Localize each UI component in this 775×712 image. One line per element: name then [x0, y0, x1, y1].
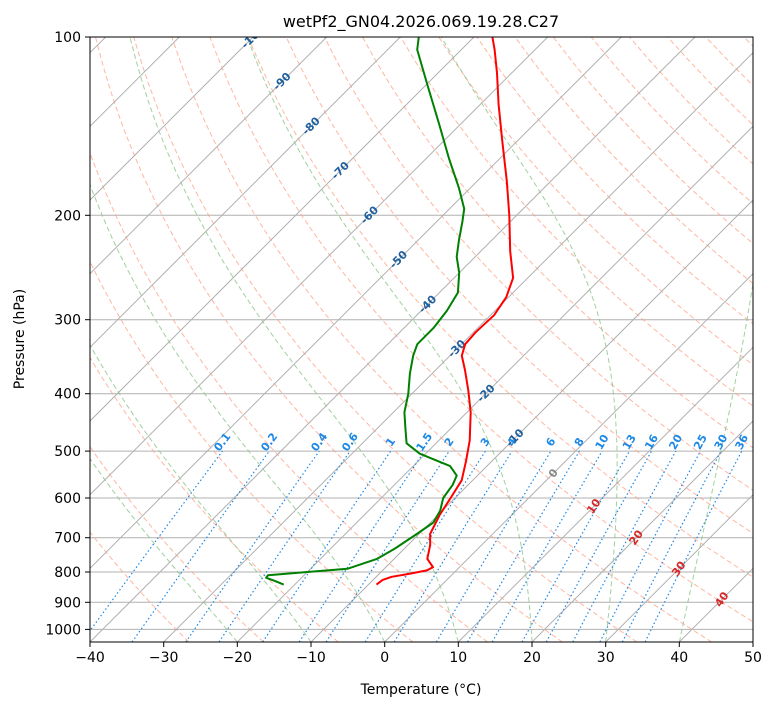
y-tick-label: 700: [54, 531, 81, 547]
chart-title: wetPf2_GN04.2026.069.19.28.C27: [283, 12, 559, 32]
x-tick-label: −10: [296, 650, 326, 666]
x-tick-label: −40: [75, 650, 105, 666]
x-tick-label: 20: [523, 650, 541, 666]
y-tick-label: 400: [54, 387, 81, 403]
x-tick-label: 50: [744, 650, 762, 666]
x-tick-label: 40: [670, 650, 688, 666]
x-axis-label: Temperature (°C): [360, 682, 482, 698]
y-tick-label: 300: [54, 313, 81, 329]
x-tick-label: 10: [449, 650, 467, 666]
x-tick-label: −20: [223, 650, 253, 666]
x-tick-label: −30: [149, 650, 179, 666]
x-tick-label: 0: [380, 650, 389, 666]
y-tick-label: 1000: [45, 622, 81, 638]
y-tick-label: 800: [54, 565, 81, 581]
y-tick-label: 500: [54, 444, 81, 460]
y-tick-label: 900: [54, 595, 81, 611]
y-tick-label: 200: [54, 208, 81, 224]
x-tick-label: 30: [597, 650, 615, 666]
y-tick-label: 600: [54, 491, 81, 507]
y-tick-label: 100: [54, 30, 81, 46]
y-axis-label: Pressure (hPa): [12, 289, 28, 389]
